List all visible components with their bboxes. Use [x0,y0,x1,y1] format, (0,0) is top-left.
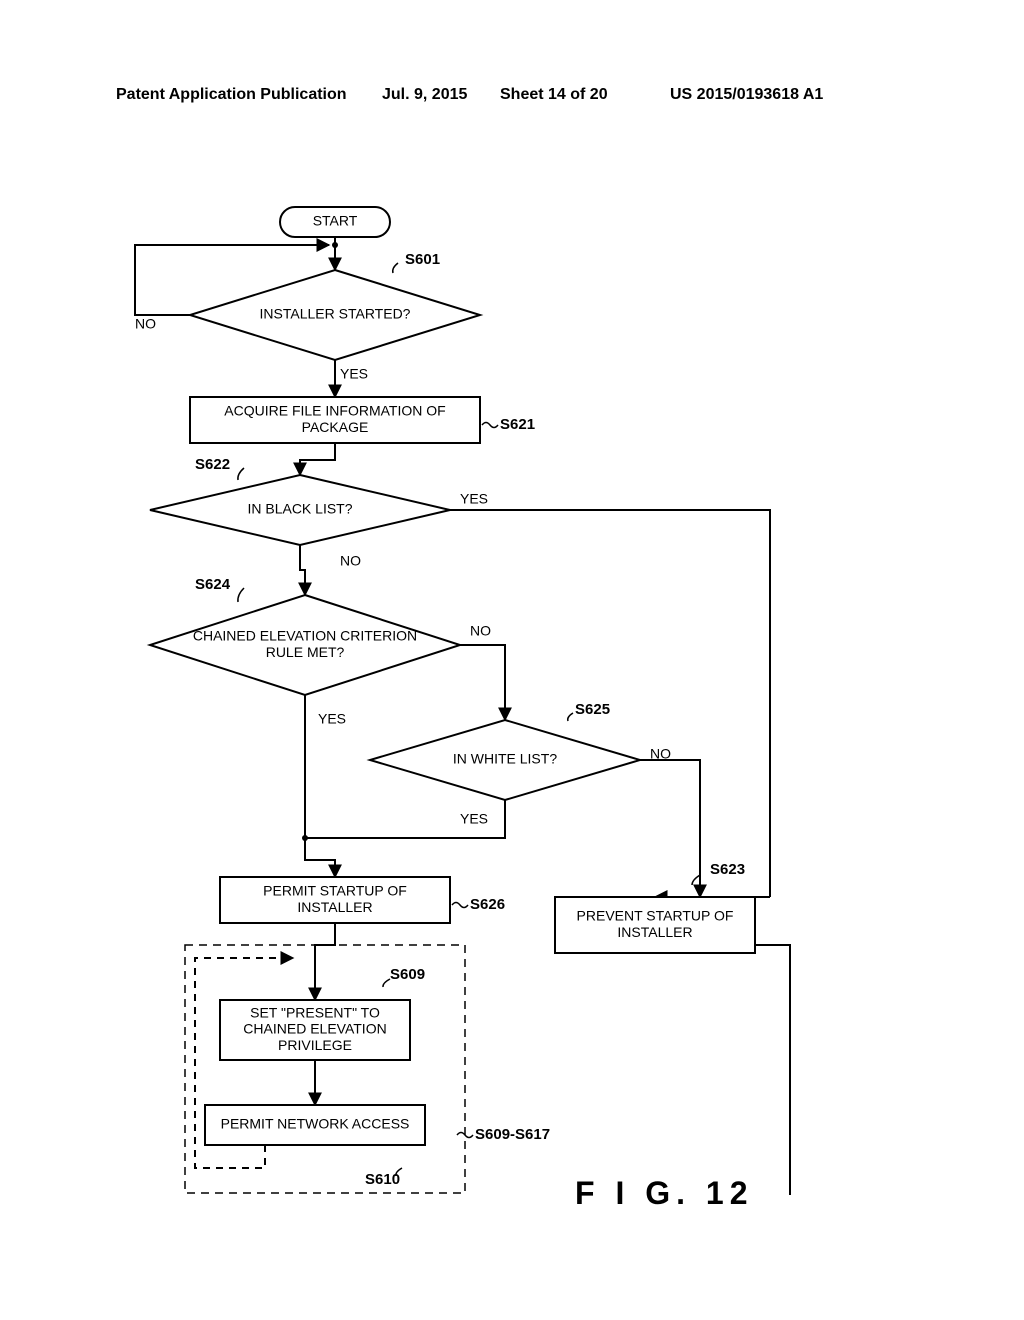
node-s601: INSTALLER STARTED? [190,270,480,360]
step-label-s621: S621 [500,416,535,433]
flowchart-svg: START INSTALLER STARTED? ACQUIRE FILE INFO… [0,0,1024,1320]
node-start: START [280,207,390,237]
node-s609: SET "PRESENT" TOCHAINED ELEVATIONPRIVILE… [220,1000,410,1060]
svg-text:RULE MET?: RULE MET? [266,644,345,660]
svg-text:PREVENT STARTUP OF: PREVENT STARTUP OF [577,908,734,924]
svg-text:ACQUIRE FILE INFORMATION OF: ACQUIRE FILE INFORMATION OF [224,403,445,419]
branch-label-s625_yes: YES [460,811,488,827]
svg-text:PRIVILEGE: PRIVILEGE [278,1037,352,1053]
branch-label-s622_no: NO [340,553,361,569]
node-s621: ACQUIRE FILE INFORMATION OFPACKAGE [190,397,480,443]
node-s625: IN WHITE LIST? [370,720,640,800]
svg-text:CHAINED ELEVATION: CHAINED ELEVATION [243,1021,386,1037]
branch-label-s601_no: NO [135,316,156,332]
node-s626: PERMIT STARTUP OFINSTALLER [220,877,450,923]
step-label-s609: S609 [390,966,425,983]
svg-text:INSTALLER STARTED?: INSTALLER STARTED? [260,306,411,322]
page: Patent Application Publication Jul. 9, 2… [0,0,1024,1320]
svg-text:PERMIT STARTUP OF: PERMIT STARTUP OF [263,883,407,899]
step-label-s623: S623 [710,861,745,878]
step-label-s625: S625 [575,701,610,718]
branch-label-s624_yes: YES [318,711,346,727]
figure-label: F I G. 12 [575,1175,753,1212]
node-s623: PREVENT STARTUP OFINSTALLER [555,897,755,953]
node-s624: CHAINED ELEVATION CRITERIONRULE MET? [150,595,460,695]
branch-label-s624_no: NO [470,623,491,639]
svg-text:START: START [313,213,358,229]
svg-text:IN WHITE LIST?: IN WHITE LIST? [453,751,557,767]
svg-text:PERMIT NETWORK ACCESS: PERMIT NETWORK ACCESS [221,1116,410,1132]
step-label-s624: S624 [195,576,231,593]
step-label-s609_617: S609-S617 [475,1126,550,1143]
step-label-s622: S622 [195,456,230,473]
step-label-s626: S626 [470,896,505,913]
step-label-s610: S610 [365,1171,400,1188]
branch-label-s625_no: NO [650,746,671,762]
svg-text:INSTALLER: INSTALLER [297,899,372,915]
svg-text:INSTALLER: INSTALLER [617,924,692,940]
svg-text:IN BLACK LIST?: IN BLACK LIST? [247,501,352,517]
svg-text:PACKAGE: PACKAGE [302,419,369,435]
svg-text:SET "PRESENT" TO: SET "PRESENT" TO [250,1005,380,1021]
node-s622: IN BLACK LIST? [150,475,450,545]
svg-text:CHAINED ELEVATION CRITERION: CHAINED ELEVATION CRITERION [193,628,417,644]
node-s610: PERMIT NETWORK ACCESS [205,1105,425,1145]
branch-label-s622_yes: YES [460,491,488,507]
step-label-s601: S601 [405,251,440,268]
branch-label-s601_yes: YES [340,366,368,382]
